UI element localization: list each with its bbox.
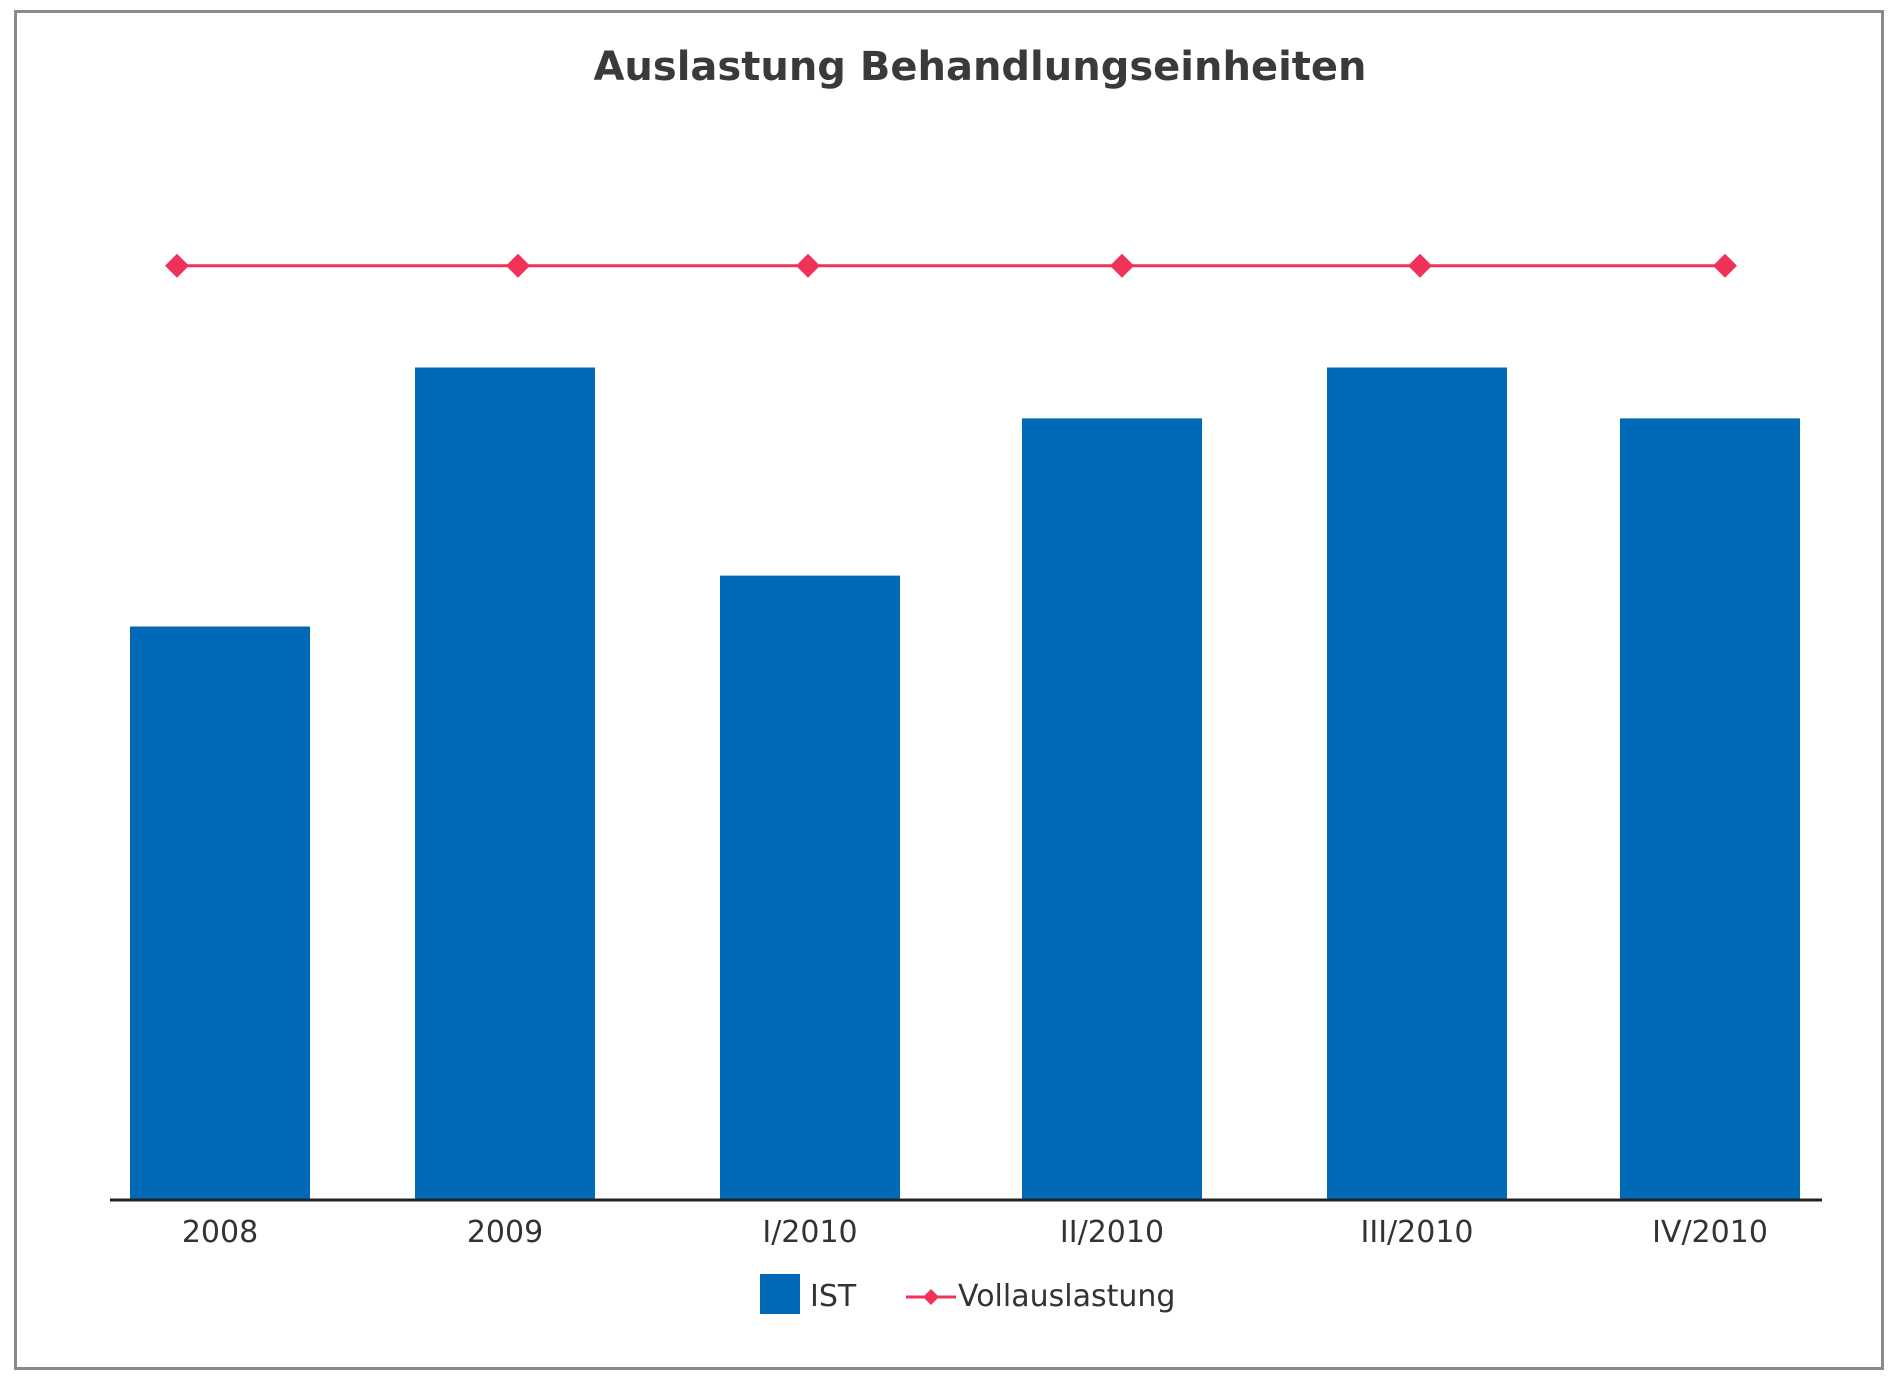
point-vollauslastung-i-2010	[796, 253, 820, 278]
point-vollauslastung-2009	[506, 253, 530, 278]
x-tick-label: IV/2010	[1652, 1215, 1768, 1250]
bars-layer	[130, 367, 1800, 1200]
bar-2009	[415, 367, 595, 1200]
point-vollauslastung-iii-2010	[1408, 253, 1432, 278]
legend-marker-vollauslastung	[923, 1289, 939, 1305]
x-tick-label: 2009	[467, 1215, 543, 1250]
line-layer	[165, 253, 1737, 278]
bar-iii-2010	[1327, 367, 1507, 1200]
x-tick-label: III/2010	[1361, 1215, 1474, 1250]
x-tick-label: 2008	[182, 1215, 258, 1250]
legend-swatch-ist	[760, 1274, 800, 1314]
legend-label-ist: IST	[810, 1279, 857, 1314]
point-vollauslastung-iv-2010	[1713, 253, 1737, 278]
x-tick-labels: 2008 2009 I/2010 II/2010 III/2010 IV/2010	[182, 1215, 1768, 1250]
x-tick-label: II/2010	[1060, 1215, 1164, 1250]
bar-2008	[130, 626, 310, 1200]
legend: IST Vollauslastung	[760, 1274, 1175, 1314]
chart-frame	[14, 10, 1884, 1370]
point-vollauslastung-2008	[165, 253, 189, 278]
bar-i-2010	[720, 575, 900, 1200]
bar-ii-2010	[1022, 418, 1202, 1200]
chart-title: Auslastung Behandlungseinheiten	[593, 44, 1366, 90]
point-vollauslastung-ii-2010	[1110, 253, 1134, 278]
bar-iv-2010	[1620, 418, 1800, 1200]
x-tick-label: I/2010	[762, 1215, 857, 1250]
legend-label-vollauslastung: Vollauslastung	[958, 1279, 1175, 1314]
